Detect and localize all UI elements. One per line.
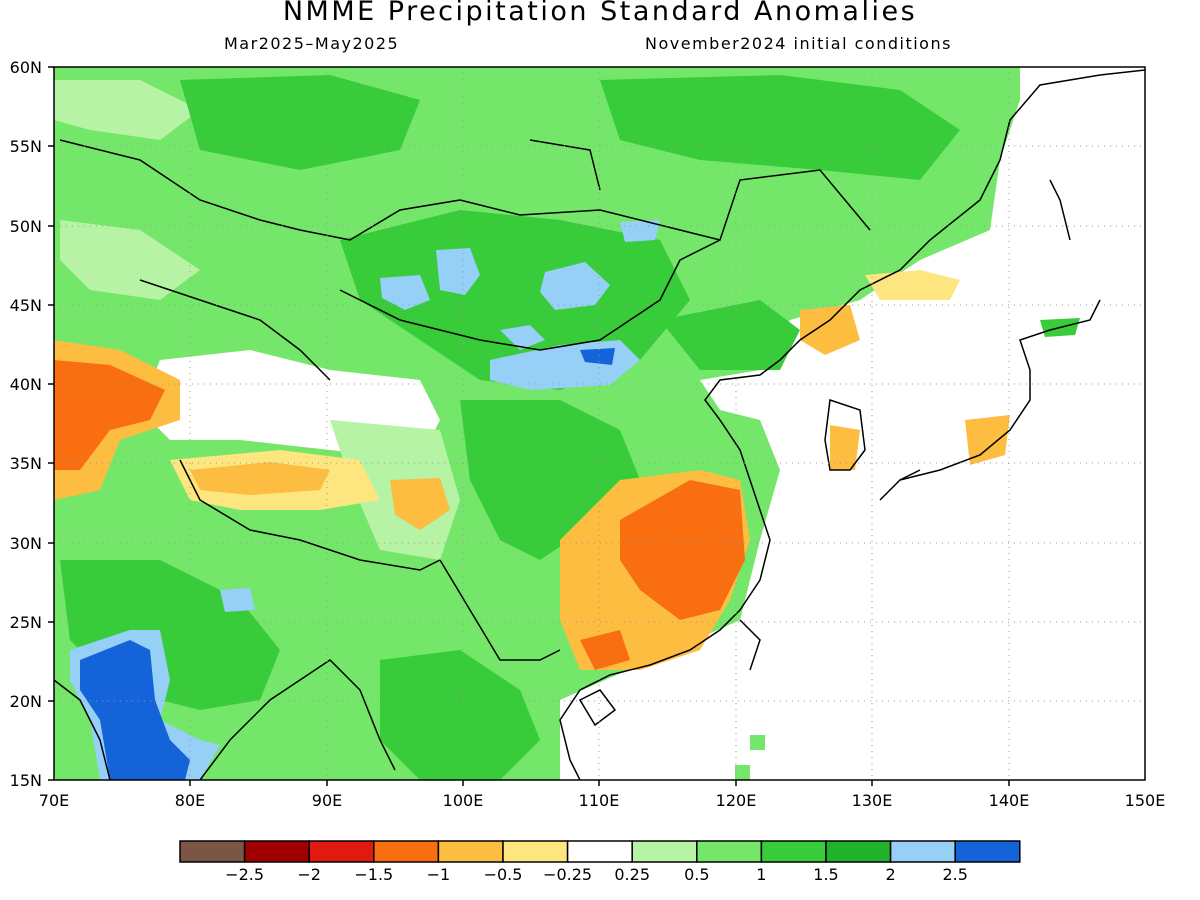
legend-label: 1.5 bbox=[813, 865, 838, 884]
legend-swatch bbox=[760, 840, 827, 863]
very-dry-patch-south-china bbox=[620, 480, 745, 620]
legend-label: −2.5 bbox=[225, 865, 264, 884]
legend-swatch bbox=[696, 840, 763, 863]
lat-tick: 15N bbox=[10, 771, 42, 790]
lat-tick: 60N bbox=[10, 58, 42, 77]
anomaly-field-neutral-east bbox=[560, 67, 1145, 780]
blue-patch bbox=[380, 275, 430, 310]
dark-blue-patch-india bbox=[80, 640, 190, 780]
legend-swatch bbox=[631, 840, 698, 863]
legend-label: 2.5 bbox=[942, 865, 967, 884]
lon-tick: 80E bbox=[175, 791, 205, 810]
map-subtitle-period: Mar2025–May2025 bbox=[224, 34, 400, 53]
blue-patch bbox=[500, 325, 545, 350]
map-field bbox=[54, 67, 1145, 780]
lon-tick: 110E bbox=[579, 791, 620, 810]
legend-swatch bbox=[889, 840, 956, 863]
legend-labels: −2.5 −2 −1.5 −1 −0.5 −0.25 0.25 0.5 1 1.5 2 2.5 bbox=[225, 865, 968, 884]
legend-label: 0.25 bbox=[614, 865, 650, 884]
lat-tick: 55N bbox=[10, 137, 42, 156]
lon-tick: 100E bbox=[443, 791, 484, 810]
legend-swatch bbox=[437, 840, 504, 863]
green-patch-taiwan bbox=[750, 735, 765, 750]
lat-tick-marks bbox=[48, 66, 54, 781]
legend-swatch bbox=[308, 840, 375, 863]
legend-swatch bbox=[954, 840, 1021, 863]
map-subtitle-initial-conditions: November2024 initial conditions bbox=[645, 34, 952, 53]
blue-patch bbox=[540, 262, 610, 310]
map-title: NMME Precipitation Standard Anomalies bbox=[282, 0, 918, 27]
legend-swatch bbox=[566, 840, 633, 863]
lon-tick: 90E bbox=[312, 791, 342, 810]
very-dry-patch bbox=[580, 630, 630, 670]
blue-patch bbox=[220, 588, 255, 612]
grid-lines bbox=[54, 67, 1145, 780]
legend-swatch bbox=[373, 840, 440, 863]
lon-tick-marks bbox=[189, 780, 1010, 786]
legend-label: −0.5 bbox=[484, 865, 523, 884]
legend-swatch bbox=[825, 840, 892, 863]
lon-tick: 140E bbox=[989, 791, 1030, 810]
green-patch bbox=[380, 650, 540, 780]
legend-label: 0.5 bbox=[684, 865, 709, 884]
legend-label: −1.5 bbox=[354, 865, 393, 884]
lat-tick: 50N bbox=[10, 217, 42, 236]
lon-axis: 70E 80E 90E 100E 110E 120E 130E 140E 150… bbox=[39, 791, 1166, 810]
lat-tick: 25N bbox=[10, 613, 42, 632]
slightly-dry-patch-northeast bbox=[865, 270, 960, 300]
legend-label: 1 bbox=[756, 865, 766, 884]
legend-swatch bbox=[243, 840, 310, 863]
dry-patch bbox=[390, 478, 450, 530]
green-patch bbox=[600, 75, 960, 180]
legend-swatch bbox=[502, 840, 569, 863]
dry-patch-japan bbox=[965, 415, 1010, 465]
lat-tick: 40N bbox=[10, 375, 42, 394]
lat-axis: 60N 55N 50N 45N 40N 35N 30N 25N 20N 15N bbox=[10, 58, 42, 790]
dark-blue-patch bbox=[580, 348, 615, 365]
blue-patch bbox=[436, 248, 480, 295]
very-dry-patch-west bbox=[54, 360, 165, 470]
legend-label: −2 bbox=[297, 865, 321, 884]
dry-patch-korea bbox=[830, 425, 860, 470]
lat-tick: 45N bbox=[10, 296, 42, 315]
dry-patch bbox=[190, 462, 330, 495]
lon-tick: 150E bbox=[1125, 791, 1166, 810]
green-patch bbox=[660, 300, 800, 370]
lat-tick: 35N bbox=[10, 454, 42, 473]
lon-tick: 70E bbox=[39, 791, 69, 810]
lon-tick: 120E bbox=[716, 791, 757, 810]
legend-label: −0.25 bbox=[543, 865, 592, 884]
legend-label: −1 bbox=[427, 865, 451, 884]
lon-tick: 130E bbox=[852, 791, 893, 810]
dry-patch-northeast bbox=[800, 305, 860, 355]
lat-tick: 20N bbox=[10, 692, 42, 711]
light-green-patch bbox=[60, 220, 200, 300]
legend-label: 2 bbox=[886, 865, 896, 884]
lat-tick: 30N bbox=[10, 534, 42, 553]
light-green-patch bbox=[54, 80, 200, 140]
legend-swatch bbox=[179, 840, 246, 863]
color-legend bbox=[179, 840, 1021, 863]
green-patch bbox=[735, 765, 750, 780]
